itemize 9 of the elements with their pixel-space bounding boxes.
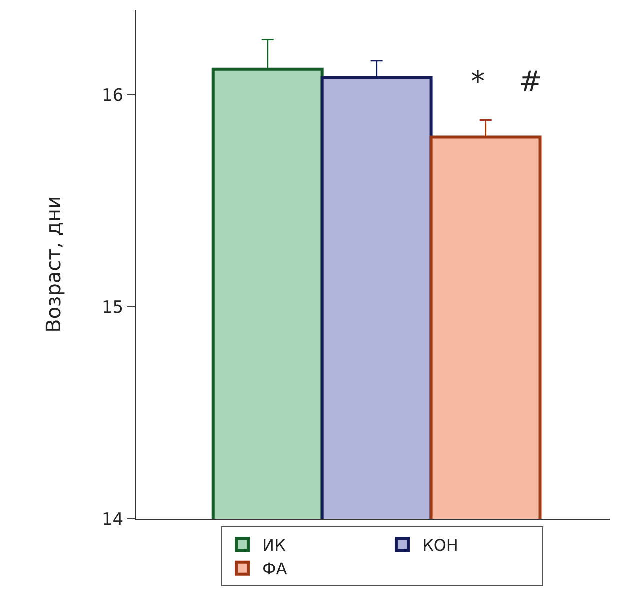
legend-label: ФА	[262, 560, 288, 579]
annotation: #	[519, 65, 542, 98]
annotation: *	[471, 65, 485, 98]
legend-label: ИК	[262, 536, 286, 555]
y-tick-label: 14	[102, 510, 124, 530]
y-tick-label: 15	[102, 298, 124, 318]
legend-label: КОН	[422, 536, 458, 555]
y-tick-label: 16	[102, 86, 124, 106]
y-axis-title: Возраст, дни	[41, 196, 66, 333]
